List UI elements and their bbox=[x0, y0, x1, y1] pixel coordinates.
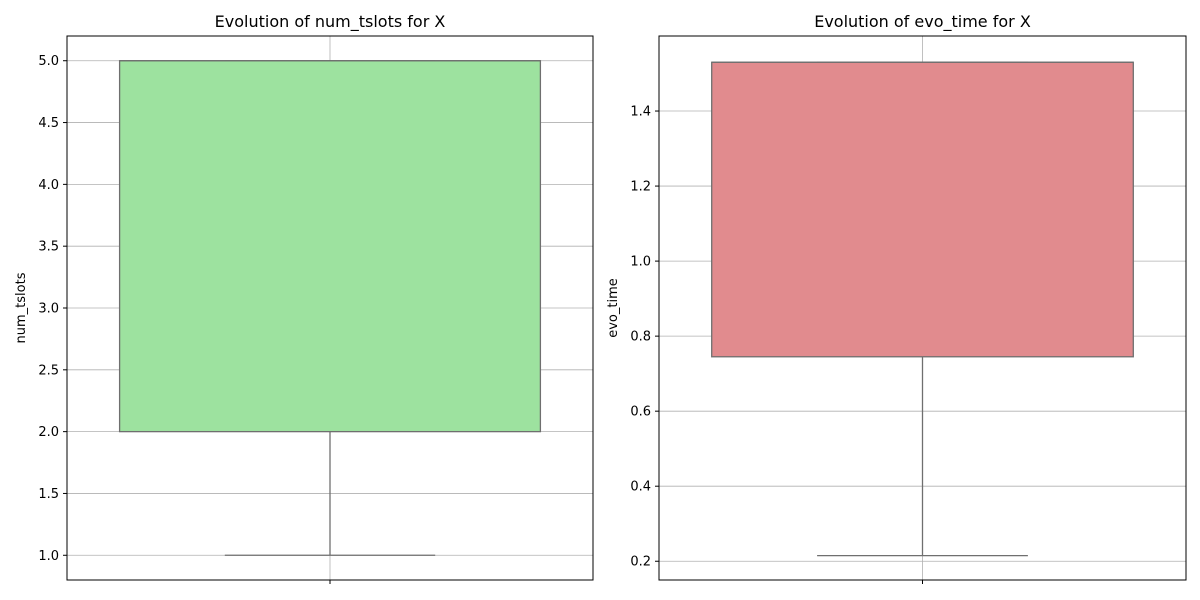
chart-panel-num-tslots: 1.0 1.5 2.0 2.5 3.0 3.5 4.0 4.5 5.0 Evolution of… bbox=[14, 12, 594, 584]
y-tick-label: 1.0 bbox=[630, 255, 651, 270]
box-iqr bbox=[118, 60, 542, 433]
y-tick-label: 1.2 bbox=[630, 180, 651, 195]
y-tick-label: 3.5 bbox=[38, 240, 59, 255]
box-plot bbox=[711, 61, 1134, 557]
y-ticks: 0.2 0.4 0.6 0.8 1.0 1.2 1.4 bbox=[630, 105, 923, 584]
y-tick-label: 0.8 bbox=[630, 330, 651, 345]
y-tick-label: 3.0 bbox=[38, 302, 59, 317]
y-ticks: 1.0 1.5 2.0 2.5 3.0 3.5 4.0 4.5 5.0 bbox=[38, 54, 331, 584]
box-iqr bbox=[711, 61, 1134, 358]
y-tick-label: 1.0 bbox=[38, 549, 59, 564]
y-tick-label: 4.5 bbox=[38, 116, 59, 131]
y-tick-label: 1.5 bbox=[38, 487, 59, 502]
y-axis-label: evo_time bbox=[606, 278, 621, 338]
chart-panel-evo-time: 0.2 0.4 0.6 0.8 1.0 1.2 1.4 Evolution of evo_t… bbox=[606, 12, 1187, 584]
y-tick-label: 0.2 bbox=[630, 555, 651, 570]
box-plot bbox=[118, 60, 542, 556]
y-tick-label: 2.5 bbox=[38, 363, 59, 378]
y-tick-label: 5.0 bbox=[38, 54, 59, 69]
y-tick-label: 0.4 bbox=[630, 480, 651, 495]
chart-title: Evolution of num_tslots for X bbox=[215, 12, 446, 32]
y-axis-label: num_tslots bbox=[14, 272, 29, 343]
y-tick-label: 2.0 bbox=[38, 425, 59, 440]
y-tick-label: 4.0 bbox=[38, 178, 59, 193]
y-tick-label: 1.4 bbox=[630, 105, 651, 120]
y-tick-label: 0.6 bbox=[630, 405, 651, 420]
chart-title: Evolution of evo_time for X bbox=[814, 12, 1031, 32]
